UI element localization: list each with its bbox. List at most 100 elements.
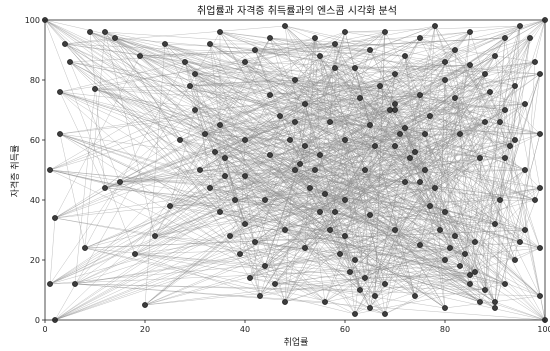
data-point: [432, 185, 438, 191]
series-line-segment: [469, 64, 521, 243]
series-line-segment: [369, 214, 486, 291]
data-point: [242, 173, 248, 179]
series-line-segment: [169, 31, 346, 207]
data-point: [192, 107, 198, 113]
series-line-segment: [214, 151, 351, 273]
series-line-segment: [244, 67, 336, 141]
series-line-segment: [289, 139, 496, 309]
data-point: [427, 113, 433, 119]
x-axis-ticks: 0 20 40 60 80 100: [42, 320, 550, 334]
data-point: [407, 155, 413, 161]
series-line-segment: [64, 43, 431, 207]
series-line-segment: [394, 109, 511, 147]
data-point: [47, 167, 53, 173]
data-point: [362, 275, 368, 281]
series-line-segment: [409, 121, 501, 159]
series-line-segment: [404, 73, 486, 183]
data-point: [537, 71, 543, 77]
series-line-segment: [214, 151, 411, 159]
data-point: [182, 59, 188, 65]
series-line-segment: [104, 187, 236, 201]
data-point: [522, 227, 528, 233]
series-line-segment: [369, 49, 426, 135]
data-point: [287, 137, 293, 143]
series-line-segment: [244, 91, 491, 141]
data-point: [342, 197, 348, 203]
series-line-segment: [44, 19, 496, 303]
series-line-segment: [394, 73, 481, 159]
data-point: [352, 257, 358, 263]
series-line-segment: [419, 37, 501, 123]
data-point: [342, 233, 348, 239]
series-line-segment: [219, 31, 321, 213]
series-line-segment: [284, 31, 346, 231]
data-point: [467, 272, 473, 278]
series-line-segment: [244, 25, 436, 63]
series-line-segment: [64, 43, 421, 96]
series-line-segment: [104, 187, 356, 315]
data-point: [222, 155, 228, 161]
series-line-segment: [54, 187, 311, 321]
series-line-segment: [494, 133, 541, 309]
data-point: [452, 233, 458, 239]
series-line-segment: [304, 55, 406, 147]
data-point: [167, 203, 173, 209]
series-line-segment: [479, 157, 486, 291]
series-line-segment: [444, 79, 506, 159]
data-point: [252, 47, 258, 53]
series-line-segment: [169, 199, 266, 207]
series-line-segment: [74, 247, 306, 285]
series-line-segment: [164, 43, 536, 201]
data-point: [412, 293, 418, 299]
series-line-segment: [59, 133, 321, 213]
series-line-segment: [74, 283, 546, 321]
series-line-segment: [84, 247, 386, 315]
data-point: [432, 23, 438, 29]
series-line-segment: [534, 19, 546, 63]
series-line-segment: [344, 85, 381, 237]
data-point: [352, 311, 358, 317]
series-line-segment: [44, 19, 136, 255]
series-line-segment: [164, 43, 416, 297]
data-point: [517, 23, 523, 29]
series-line-segment: [304, 133, 461, 147]
series-line-segment: [119, 49, 456, 183]
data-point: [347, 269, 353, 275]
series-line-segment: [224, 157, 246, 225]
series-line-segment: [409, 133, 426, 159]
series-line-segment: [144, 265, 461, 306]
data-point: [487, 89, 493, 95]
series-line-segment: [439, 229, 496, 309]
data-point: [177, 137, 183, 143]
series-line-segment: [509, 145, 546, 321]
y-tick-label: 0: [35, 316, 40, 325]
data-point: [302, 101, 308, 107]
data-point: [332, 209, 338, 215]
data-point: [222, 173, 228, 179]
series-line-segment: [419, 94, 526, 231]
data-point: [417, 35, 423, 41]
series-line-segment: [359, 97, 476, 273]
series-line-segment: [74, 283, 326, 303]
series-line-segment: [229, 235, 371, 309]
series-line-segment: [419, 37, 456, 51]
series-line-segment: [319, 211, 341, 255]
series-line-segment: [234, 157, 481, 201]
series-line-segment: [209, 187, 446, 261]
data-point: [322, 191, 328, 197]
series-line-segment: [389, 109, 521, 243]
data-point: [302, 143, 308, 149]
x-tick-label: 80: [440, 325, 450, 334]
series-line-segment: [54, 217, 351, 273]
series-line-segment: [244, 67, 356, 141]
data-point: [482, 71, 488, 77]
series-line-segment: [89, 31, 501, 201]
series-line-segment: [389, 55, 496, 111]
data-point: [417, 179, 423, 185]
series-line-segment: [269, 154, 406, 183]
series-line-segment: [69, 61, 121, 183]
series-line-segment: [329, 64, 471, 123]
series-line-segment: [54, 157, 226, 321]
series-line-segment: [249, 247, 541, 279]
series-line-segment: [394, 55, 496, 111]
